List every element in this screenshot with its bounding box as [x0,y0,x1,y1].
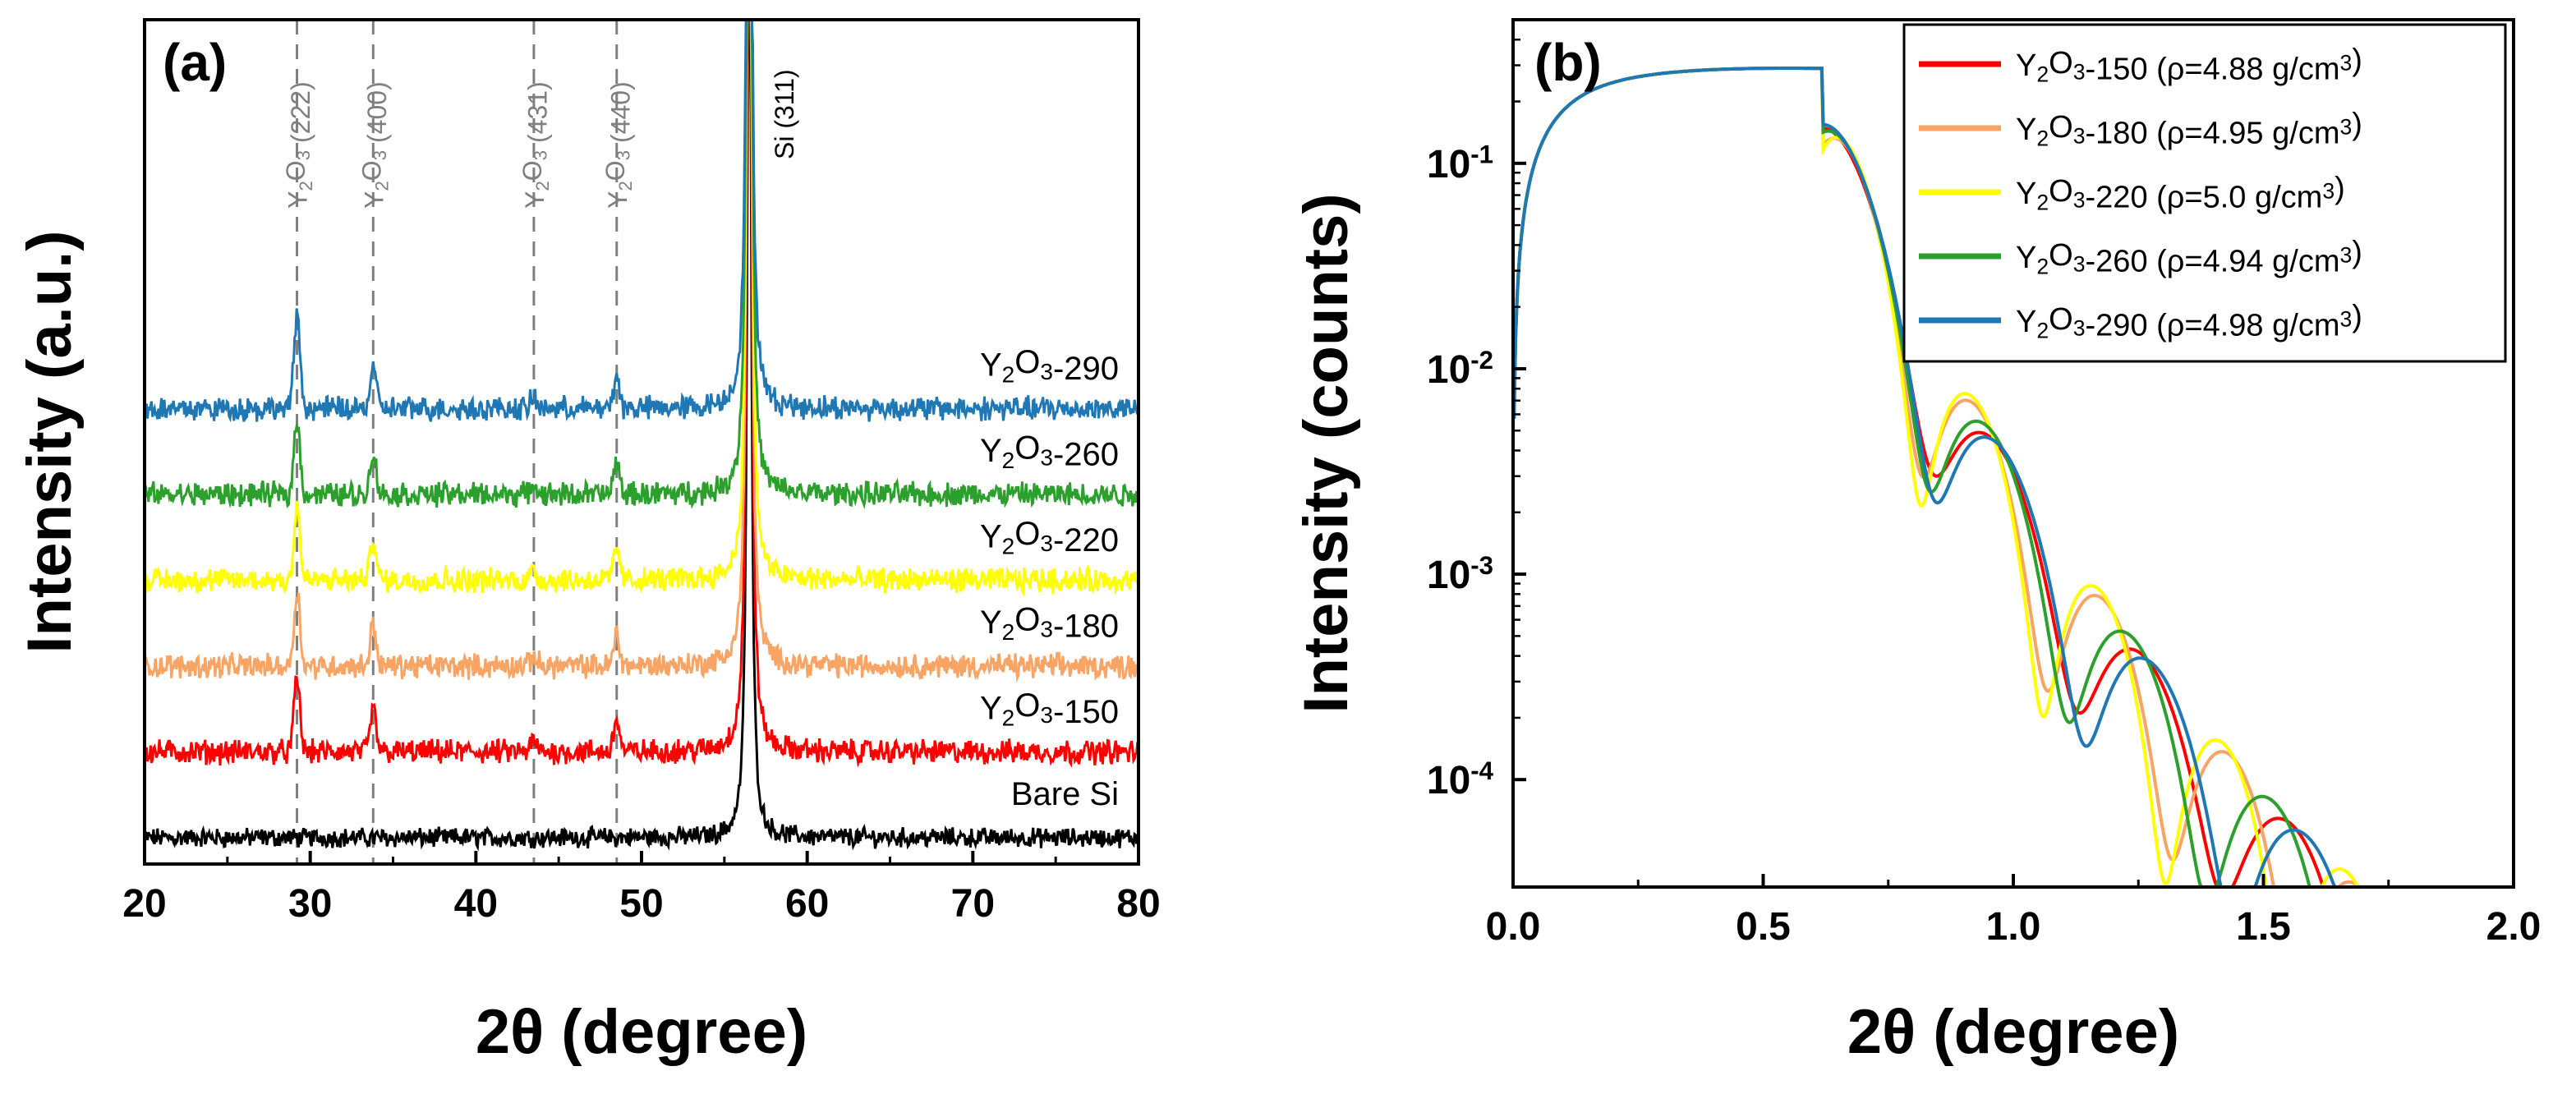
trace-5 [143,18,1139,423]
legend-label-1: Y2O3-180 (ρ=4.95 g/cm3) [2016,108,2362,151]
panel-a-xrd-chart: Bare Si Y2O3-150 Y2O3-180 Y2O3-220 Y2O3-260 Y… [15,18,1161,1067]
x-tick-label-2: 40 [454,882,498,926]
x-tick-label-0: 0.0 [1486,905,1541,949]
trace-2 [143,18,1139,683]
series-label-1: Y2O3-150 [980,687,1119,730]
y-axis-title: Intensity (a.u.) [15,230,85,653]
series-label-0: Bare Si [1011,776,1119,812]
series-label-2: Y2O3-180 [980,602,1119,645]
y-axis-title: Intensity (counts) [1291,193,1361,713]
x-tick-label-2: 1.0 [1986,905,2041,949]
peak-label-0: Y2O3 (222) [281,81,316,209]
y-tick-label-0: 10-1 [1427,140,1493,186]
x-tick-label-4: 2.0 [2486,905,2542,949]
legend-box [1902,23,2507,363]
trace-0 [143,18,1139,852]
substrate-peak-label: Si (311) [770,69,799,159]
x-tick-label-1: 30 [288,882,332,926]
x-tick-label-0: 20 [122,882,166,926]
trace-3 [143,18,1139,597]
panel-b-xrr-chart: 0.0 0.5 1.0 1.5 2.0 10-1 10-2 10-3 10-4 2θ (degre… [1291,18,2542,1067]
x-tick-label-1: 0.5 [1736,905,1791,949]
y-tick-label-1: 10-2 [1427,346,1493,392]
peak-label-2: Y2O3 (431) [518,81,553,209]
peak-label-3: Y2O3 (440) [600,81,636,209]
peak-label-1: Y2O3 (400) [357,81,393,209]
x-tick-label-3: 1.5 [2236,905,2291,949]
legend-label-0: Y2O3-150 (ρ=4.88 g/cm3) [2016,44,2362,87]
trace-4 [143,18,1139,510]
legend-label-4: Y2O3-290 (ρ=4.98 g/cm3) [2016,300,2362,343]
legend-label-3: Y2O3-260 (ρ=4.94 g/cm3) [2016,236,2362,279]
y-tick-label-2: 10-3 [1427,551,1493,597]
x-tick-label-6: 80 [1116,882,1160,926]
x-axis-title: 2θ (degree) [476,997,807,1067]
series-label-4: Y2O3-260 [980,430,1119,473]
x-tick-label-5: 70 [951,882,995,926]
trace-1 [143,18,1139,768]
panel-label: (b) [1534,33,1602,92]
x-tick-label-3: 50 [619,882,663,926]
series-label-5: Y2O3-290 [980,344,1119,387]
y-tick-label-3: 10-4 [1427,756,1494,802]
x-axis-title: 2θ (degree) [1847,997,2179,1067]
panel-label: (a) [163,33,227,92]
series-label-3: Y2O3-220 [980,516,1119,558]
x-tick-label-4: 60 [785,882,829,926]
legend-label-2: Y2O3-220 (ρ=5.0 g/cm3) [2016,172,2345,215]
